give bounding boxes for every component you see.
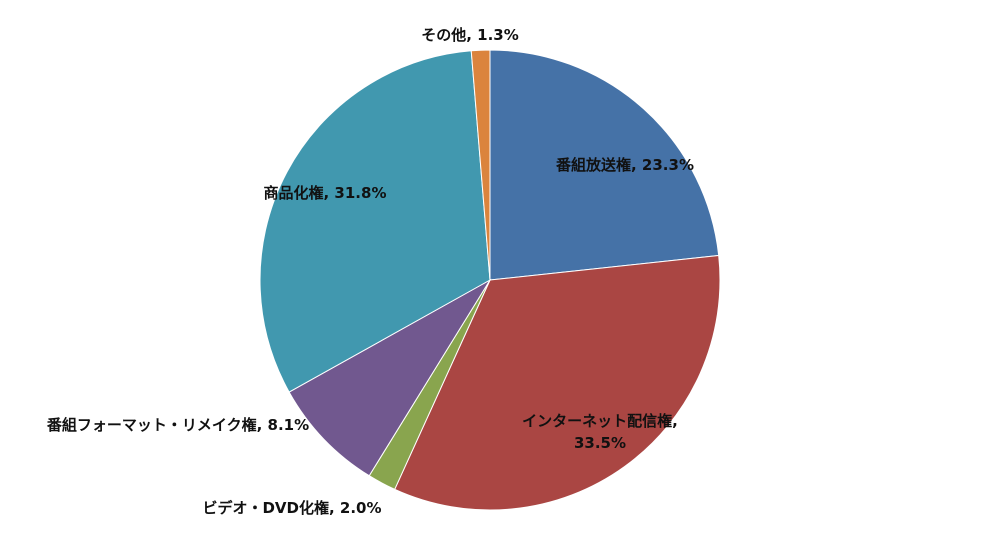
data-label: その他, 1.3% [421,26,519,44]
data-label: 番組フォーマット・リメイク権, 8.1% [46,416,310,434]
data-label: インターネット配信権, 33.5% [522,412,678,452]
pie-slice [288,278,492,477]
pie-slice [259,50,491,393]
pie-slice [470,49,491,281]
data-label: 商品化権, 31.8% [263,184,387,202]
data-label: 番組放送権, 23.3% [556,156,694,174]
data-label: ビデオ・DVD化権, 2.0% [202,499,382,517]
pie-slice [394,254,721,511]
pie-slice [489,49,720,281]
